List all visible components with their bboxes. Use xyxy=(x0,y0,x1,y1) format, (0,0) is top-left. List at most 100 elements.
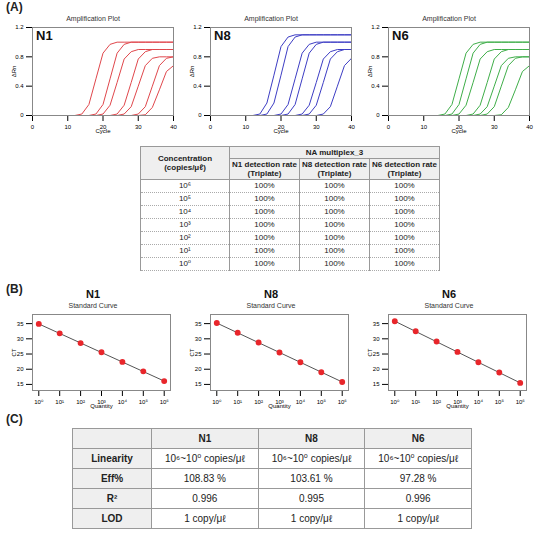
html-text:N1 detection rate (Triplate): N1 detection rate (Triplate) xyxy=(232,160,297,178)
svg-text:1.2: 1.2 xyxy=(371,24,380,30)
html-text:N1: N1 xyxy=(36,28,53,43)
svg-text:0.4: 0.4 xyxy=(371,83,380,89)
svg-text:15: 15 xyxy=(195,381,202,387)
html-text:(A): (A) xyxy=(6,0,23,14)
svg-text:25: 25 xyxy=(373,351,380,357)
svg-text:10⁵: 10⁵ xyxy=(317,399,327,405)
svg-text:10⁶: 10⁶ xyxy=(338,399,348,405)
svg-text:30: 30 xyxy=(17,336,24,342)
svg-text:20: 20 xyxy=(373,366,380,372)
svg-text:10²: 10² xyxy=(254,399,263,405)
html-text:N6: N6 xyxy=(411,433,425,444)
html-text:10⁶~10⁰ copies/μℓ: 10⁶~10⁰ copies/μℓ xyxy=(165,453,245,464)
svg-text:Quantity: Quantity xyxy=(446,403,468,409)
svg-text:10⁴: 10⁴ xyxy=(118,399,128,405)
html-text:0.995: 0.995 xyxy=(299,493,324,504)
svg-text:15: 15 xyxy=(373,381,380,387)
svg-text:40: 40 xyxy=(348,124,355,130)
html-text:1 copy/μℓ: 1 copy/μℓ xyxy=(184,513,226,524)
svg-text:15: 15 xyxy=(17,381,24,387)
svg-text:35: 35 xyxy=(373,321,380,327)
html-text:97.28 %: 97.28 % xyxy=(399,473,437,484)
svg-text:0.8: 0.8 xyxy=(193,54,202,60)
html-text:1 copy/μℓ: 1 copy/μℓ xyxy=(290,513,333,524)
svg-text:0.8: 0.8 xyxy=(371,54,380,60)
svg-text:0: 0 xyxy=(20,112,24,118)
svg-text:30: 30 xyxy=(313,124,320,130)
html-text:Linearity: Linearity xyxy=(91,453,133,464)
html-text:N1: N1 xyxy=(86,288,100,300)
svg-text:ΔRn: ΔRn xyxy=(189,66,195,78)
svg-text:Cycle: Cycle xyxy=(95,128,111,134)
html-text:Eff%: Eff% xyxy=(100,473,124,484)
svg-text:10⁵: 10⁵ xyxy=(139,399,149,405)
svg-text:10⁶: 10⁶ xyxy=(516,399,526,405)
html-text:R²: R² xyxy=(106,493,118,504)
svg-text:CT: CT xyxy=(11,348,17,356)
svg-text:35: 35 xyxy=(195,321,202,327)
html-text:N8 detection rate (Triplate): N8 detection rate (Triplate) xyxy=(302,160,367,178)
svg-text:0: 0 xyxy=(209,124,213,130)
html-text:N1: N1 xyxy=(198,433,212,444)
svg-text:0.4: 0.4 xyxy=(193,83,202,89)
html-text:N8: N8 xyxy=(214,28,231,43)
svg-text:35: 35 xyxy=(17,321,24,327)
svg-text:25: 25 xyxy=(195,351,202,357)
svg-text:0: 0 xyxy=(387,124,391,130)
svg-text:ΔRn: ΔRn xyxy=(11,66,17,78)
svg-text:Cycle: Cycle xyxy=(451,128,467,134)
html-text:0.996: 0.996 xyxy=(405,493,431,504)
svg-text:10⁰: 10⁰ xyxy=(390,399,400,405)
html-text:108.83 %: 108.83 % xyxy=(183,473,226,484)
svg-text:0.4: 0.4 xyxy=(15,83,24,89)
html-text:N8: N8 xyxy=(264,288,278,300)
svg-text:10: 10 xyxy=(64,124,71,130)
svg-text:30: 30 xyxy=(491,124,498,130)
html-text:LOD: LOD xyxy=(101,513,123,524)
svg-text:10⁰: 10⁰ xyxy=(212,399,222,405)
svg-text:CT: CT xyxy=(367,348,373,356)
svg-text:30: 30 xyxy=(195,336,202,342)
svg-text:40: 40 xyxy=(526,124,533,130)
html-text:(C): (C) xyxy=(6,412,23,426)
svg-text:10¹: 10¹ xyxy=(55,399,64,405)
svg-text:30: 30 xyxy=(373,336,380,342)
svg-text:20: 20 xyxy=(195,366,202,372)
svg-text:0: 0 xyxy=(31,124,35,130)
html-text:N6 detection rate (Triplate): N6 detection rate (Triplate) xyxy=(372,160,437,178)
svg-text:10²: 10² xyxy=(76,399,85,405)
svg-text:10⁴: 10⁴ xyxy=(296,399,306,405)
svg-text:40: 40 xyxy=(170,124,177,130)
svg-text:25: 25 xyxy=(17,351,24,357)
svg-text:10: 10 xyxy=(242,124,249,130)
html-text:0.996: 0.996 xyxy=(192,493,218,504)
svg-text:1.2: 1.2 xyxy=(193,24,202,30)
svg-text:10: 10 xyxy=(420,124,427,130)
svg-text:Cycle: Cycle xyxy=(273,128,289,134)
svg-text:30: 30 xyxy=(135,124,142,130)
svg-text:0.8: 0.8 xyxy=(15,54,24,60)
svg-text:0: 0 xyxy=(376,112,380,118)
svg-text:1.2: 1.2 xyxy=(15,24,24,30)
svg-text:0: 0 xyxy=(198,112,202,118)
html-text:103.61 %: 103.61 % xyxy=(290,473,333,484)
svg-text:10⁵: 10⁵ xyxy=(495,399,505,405)
html-text:10⁶~10⁰ copies/μℓ: 10⁶~10⁰ copies/μℓ xyxy=(378,453,458,464)
svg-text:10⁰: 10⁰ xyxy=(34,399,44,405)
html-text:N8: N8 xyxy=(305,433,318,444)
html-text:Concentration (copies/μℓ): Concentration (copies/μℓ) xyxy=(157,154,213,172)
html-text:N6: N6 xyxy=(442,288,456,300)
svg-text:Quantity: Quantity xyxy=(268,403,290,409)
svg-text:10¹: 10¹ xyxy=(233,399,242,405)
html-text:10⁶~10⁰ copies/μℓ: 10⁶~10⁰ copies/μℓ xyxy=(271,453,352,464)
svg-text:10¹: 10¹ xyxy=(411,399,420,405)
svg-text:ΔRn: ΔRn xyxy=(367,66,373,78)
svg-text:20: 20 xyxy=(17,366,24,372)
svg-text:CT: CT xyxy=(189,348,195,356)
svg-text:10⁴: 10⁴ xyxy=(474,399,484,405)
html-text:(B): (B) xyxy=(6,282,23,296)
svg-text:10⁶: 10⁶ xyxy=(160,399,170,405)
html-text:N6: N6 xyxy=(392,28,409,43)
svg-text:Quantity: Quantity xyxy=(90,403,112,409)
svg-text:10²: 10² xyxy=(432,399,441,405)
